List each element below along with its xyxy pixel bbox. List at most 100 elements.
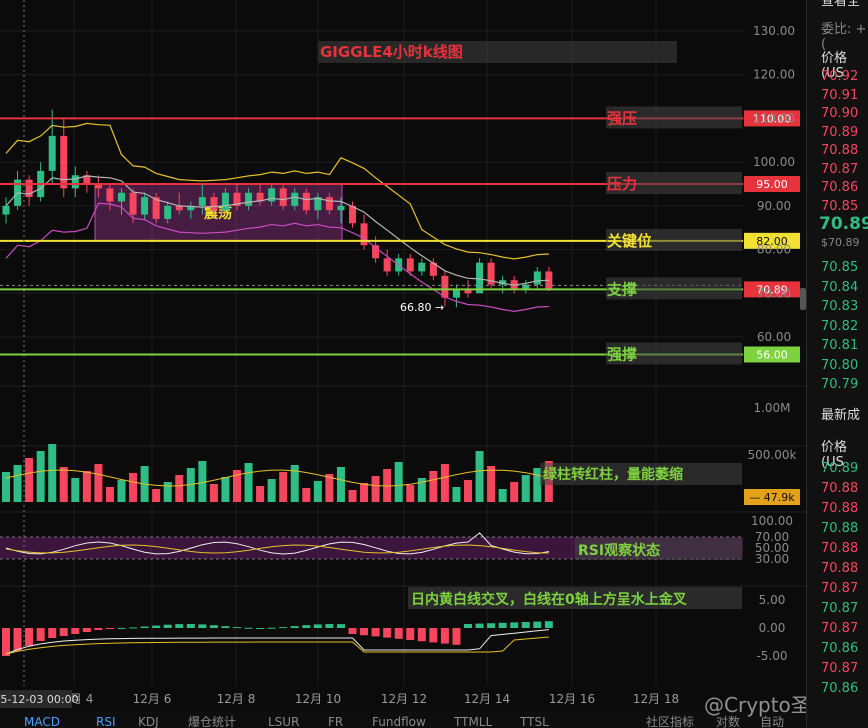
- volume-current-box: [744, 489, 800, 505]
- level-price-box: [744, 346, 800, 363]
- macd-note: 日内黄白线交叉，白线在0轴上方呈水上金叉: [411, 591, 688, 608]
- volume-bar: [440, 464, 449, 502]
- volume-bar: [25, 458, 34, 502]
- trade-price: 70.86: [821, 641, 859, 656]
- bottom-tab[interactable]: TTMLL: [453, 715, 492, 728]
- level-price-box: [744, 176, 800, 192]
- volume-bar: [267, 479, 276, 502]
- volume-bar: [36, 451, 45, 502]
- trade-price: 70.88: [821, 501, 859, 516]
- volume-bar: [163, 482, 172, 502]
- level-name: 强压: [607, 109, 637, 127]
- volume-current: — 47.9k: [749, 491, 795, 504]
- macd-bar: [256, 628, 265, 629]
- macd-bar: [129, 627, 138, 629]
- macd-note-box: [408, 587, 742, 609]
- candle-body: [198, 197, 206, 206]
- ask-price: 70.87: [821, 161, 859, 177]
- candle-body: [510, 280, 518, 289]
- macd-bar: [209, 625, 218, 628]
- macd-bar: [71, 628, 80, 634]
- volume-bar: [429, 471, 438, 502]
- macd-bar: [59, 628, 68, 636]
- chart-title: GIGGLE4小时k线图: [320, 43, 463, 61]
- macd-bar: [360, 628, 369, 636]
- volume-bar: [279, 472, 288, 502]
- price-tick-label: 110.00: [753, 111, 795, 125]
- candle-body: [221, 192, 229, 211]
- level-price: 82.00: [756, 235, 788, 248]
- ask-price: 70.86: [821, 180, 859, 195]
- candle-body: [325, 197, 333, 211]
- bottom-right-option[interactable]: 社区指标: [646, 714, 694, 728]
- candle-body: [164, 205, 172, 219]
- level-tag: [606, 228, 742, 251]
- candle-body: [129, 192, 137, 215]
- bid-price: 70.85: [821, 260, 859, 275]
- bottom-right-option[interactable]: 对数: [716, 714, 740, 728]
- volume-bar: [71, 478, 80, 502]
- x-tick-label: 12月 12: [381, 692, 427, 706]
- macd-bar: [198, 624, 207, 628]
- volume-ma: [5, 469, 550, 487]
- bid-price: 70.79: [821, 377, 859, 392]
- ask-price: 70.85: [821, 198, 859, 214]
- candle-body: [141, 197, 149, 215]
- volume-tick: 500.00k: [748, 448, 797, 462]
- level-price-box: [744, 110, 800, 127]
- bottom-tab[interactable]: Fundflow: [372, 715, 426, 728]
- rsi-note: RSI观察状态: [578, 542, 660, 559]
- order-book-price-header: 价格(US: [821, 51, 848, 81]
- scroll-handle[interactable]: [800, 288, 806, 310]
- level-price: 95.00: [756, 178, 788, 191]
- candle-body: [487, 262, 495, 285]
- bottom-tab[interactable]: LSUR: [268, 715, 299, 728]
- x-tick-label: 12月 14: [464, 692, 510, 706]
- macd-dea: [5, 636, 549, 655]
- trade-price: 70.88: [821, 481, 859, 496]
- volume-label: 1.00M: [753, 401, 790, 415]
- volume-bar: [152, 489, 161, 502]
- level-name: 关键位: [607, 232, 652, 250]
- trades-price-header: 价格(US: [821, 440, 848, 470]
- rsi-tick: 30.00: [755, 552, 789, 566]
- volume-bar: [498, 489, 507, 502]
- candle-body: [476, 262, 484, 294]
- candle-body: [48, 135, 56, 171]
- level-name: 强撑: [607, 345, 637, 363]
- macd-bar: [521, 622, 530, 628]
- volume-bar: [59, 467, 68, 502]
- macd-bar: [186, 624, 195, 628]
- macd-bar: [163, 624, 172, 628]
- candle-body: [210, 197, 218, 211]
- bottom-tab[interactable]: TTSL: [519, 715, 549, 728]
- price-tick-label: 90.00: [757, 199, 791, 213]
- bottom-tab[interactable]: KDJ: [138, 715, 159, 728]
- rsi-signal: [5, 544, 549, 554]
- candle-body: [268, 188, 276, 202]
- low-marker: 66.80 →: [400, 301, 444, 314]
- candle-body: [175, 205, 183, 211]
- volume-bar: [13, 465, 22, 502]
- bottom-tab[interactable]: FR: [328, 715, 343, 728]
- candle-body: [337, 205, 345, 211]
- macd-bar: [487, 623, 496, 628]
- candle-body: [406, 258, 414, 272]
- bottom-right-option[interactable]: 自动: [760, 715, 784, 728]
- candle-body: [418, 262, 426, 272]
- level-tag: [606, 342, 742, 365]
- volume-note: 绿柱转红柱，量能萎缩: [543, 466, 683, 483]
- rsi-tick: 100.00: [751, 514, 793, 528]
- trade-price: 70.87: [821, 601, 859, 616]
- volume-bar: [406, 485, 415, 502]
- candle-body: [25, 179, 33, 198]
- bottom-tab[interactable]: 爆仓统计: [188, 715, 236, 728]
- bottom-tab[interactable]: RSI: [96, 715, 116, 728]
- candle-body: [118, 192, 125, 202]
- macd-bar: [48, 628, 57, 638]
- bottom-tab[interactable]: MACD: [24, 715, 60, 728]
- volume-bar: [94, 464, 103, 502]
- ask-price: 70.88: [821, 143, 859, 158]
- macd-bar: [279, 627, 288, 629]
